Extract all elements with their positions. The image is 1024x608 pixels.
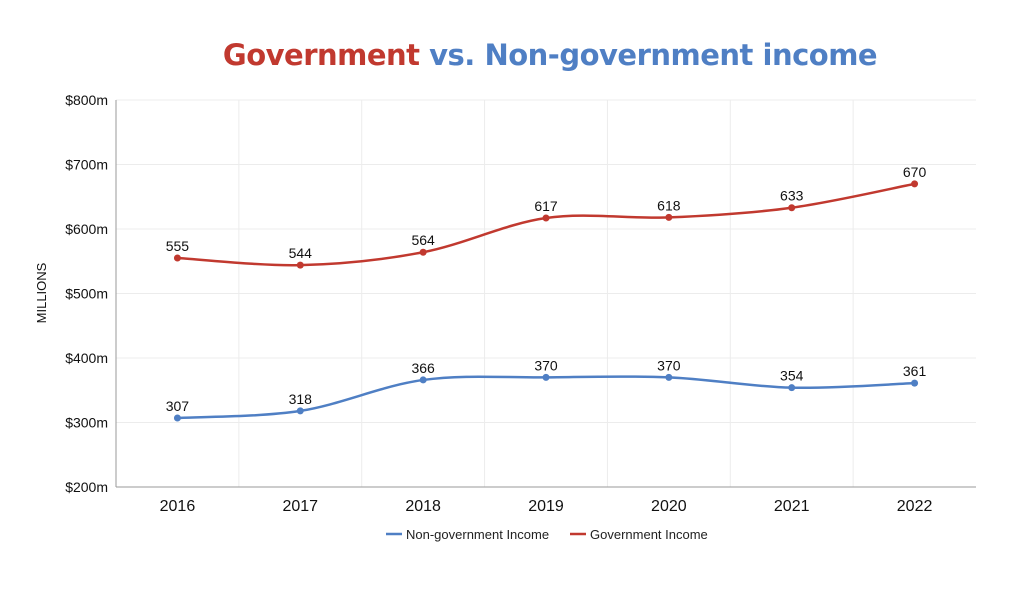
data-label: 318 xyxy=(289,391,313,407)
y-tick-label: $300m xyxy=(65,415,108,431)
series-group: 307 318 366 370 370 354 361 555 544 564 617 618 633 6… xyxy=(166,164,927,422)
data-label: 366 xyxy=(411,360,435,376)
legend-item[interactable]: Non-government Income xyxy=(386,527,549,542)
chart-title-non-government: Non-government income xyxy=(484,38,878,72)
data-point[interactable] xyxy=(665,213,673,221)
data-point[interactable] xyxy=(173,414,181,422)
data-label: 354 xyxy=(780,368,804,384)
x-tick-label: 2017 xyxy=(282,498,318,515)
data-label: 670 xyxy=(903,164,927,180)
data-label: 544 xyxy=(289,245,313,261)
x-tick-label: 2016 xyxy=(160,498,196,515)
y-tick-label: $200m xyxy=(65,479,108,495)
x-tick-label: 2018 xyxy=(405,498,441,515)
data-label: 370 xyxy=(657,357,681,373)
x-tick-label: 2021 xyxy=(774,498,810,515)
data-point[interactable] xyxy=(542,373,550,381)
y-tick-label: $700m xyxy=(65,157,108,173)
x-tick-label: 2019 xyxy=(528,498,564,515)
data-point[interactable] xyxy=(419,248,427,256)
data-point[interactable] xyxy=(296,407,304,415)
chart-title-government: Government xyxy=(222,38,420,72)
legend-label: Non-government Income xyxy=(406,527,549,542)
data-point[interactable] xyxy=(419,376,427,384)
chart-title-vs: vs. xyxy=(429,38,475,72)
data-label: 555 xyxy=(166,238,190,254)
grid xyxy=(116,99,976,488)
data-label: 361 xyxy=(903,363,927,379)
y-axis-label: MILLIONS xyxy=(34,262,49,323)
data-point[interactable] xyxy=(296,261,304,269)
data-point[interactable] xyxy=(542,214,550,222)
data-label: 618 xyxy=(657,197,681,213)
y-tick-label: $600m xyxy=(65,221,108,237)
data-point[interactable] xyxy=(911,379,919,387)
data-label: 307 xyxy=(166,398,190,414)
chart-title: Government vs. Non-government income xyxy=(0,38,1024,72)
x-tick-label: 2020 xyxy=(651,498,687,515)
data-point[interactable] xyxy=(911,180,919,188)
data-label: 633 xyxy=(780,188,804,204)
legend[interactable]: Non-government Income Government Income xyxy=(386,527,708,542)
data-point[interactable] xyxy=(788,204,796,212)
data-label: 370 xyxy=(534,357,558,373)
y-tick-label: $800m xyxy=(65,92,108,108)
y-axis-ticks: $200m $300m $400m $500m $600m $700m $800m xyxy=(65,92,108,495)
axes xyxy=(115,100,976,488)
x-axis-ticks: 2016 2017 2018 2019 2020 2021 2022 xyxy=(160,498,933,515)
series-0: 307 318 366 370 370 354 361 xyxy=(166,357,927,422)
legend-item[interactable]: Government Income xyxy=(570,527,708,542)
x-tick-label: 2022 xyxy=(897,498,933,515)
data-point[interactable] xyxy=(665,373,673,381)
data-label: 564 xyxy=(411,232,435,248)
data-point[interactable] xyxy=(173,254,181,262)
series-1: 555 544 564 617 618 633 670 xyxy=(166,164,927,269)
data-point[interactable] xyxy=(788,384,796,392)
y-tick-label: $500m xyxy=(65,286,108,302)
legend-label: Government Income xyxy=(590,527,708,542)
y-tick-label: $400m xyxy=(65,350,108,366)
data-label: 617 xyxy=(534,198,558,214)
